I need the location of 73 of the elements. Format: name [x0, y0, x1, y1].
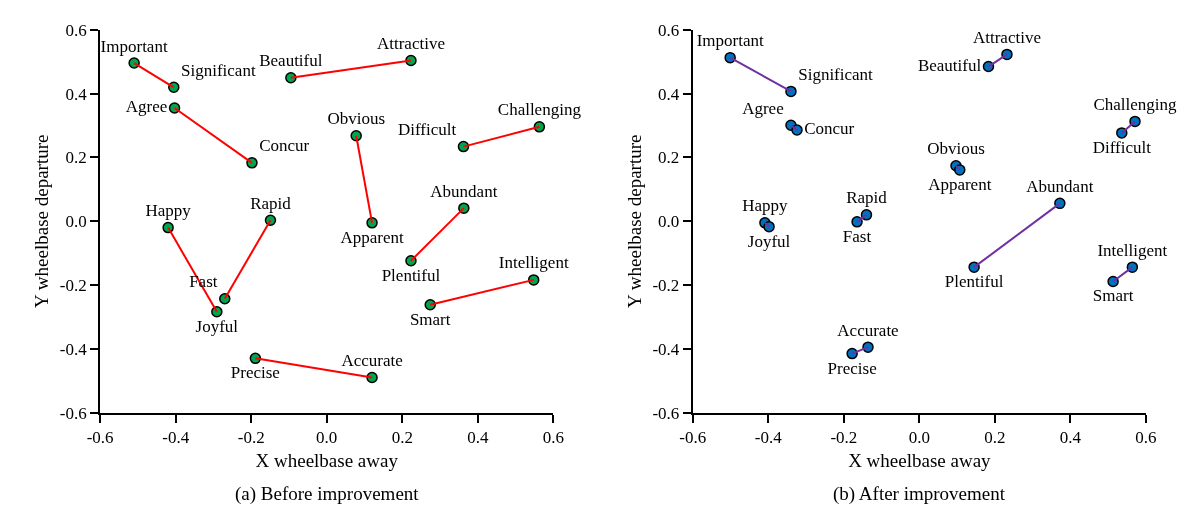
y-tick-label: 0.6	[65, 20, 87, 40]
text: (b) After improvement	[833, 483, 1006, 505]
x-tick-label: 0.2	[391, 427, 413, 447]
x-tick-label: 0.0	[316, 427, 338, 447]
data-label: Plentiful	[381, 265, 441, 285]
x-tick-label: 0.6	[542, 427, 564, 447]
data-label: Obvious	[927, 139, 985, 159]
data-label: Smart	[1092, 286, 1134, 306]
data-label: Difficult	[1092, 137, 1152, 157]
data-label: Fast	[842, 226, 872, 246]
y-tick-label: 0.4	[65, 84, 88, 104]
data-label: Precise	[230, 363, 280, 383]
data-label: Rapid	[846, 188, 888, 208]
y-tick-label: -0.4	[652, 339, 680, 359]
y-tick-label: 0.2	[65, 148, 87, 168]
data-label: Challenging	[497, 100, 582, 120]
y-tick-label: 0.2	[658, 148, 680, 168]
data-label: Joyful	[195, 316, 239, 336]
x-tick-label: 0.6	[1135, 427, 1157, 447]
data-label: Plentiful	[944, 272, 1004, 292]
y-tick-label: -0.2	[652, 275, 680, 295]
data-label: Beautiful	[259, 51, 323, 71]
data-label: Attractive	[376, 34, 445, 53]
data-label: Significant	[798, 64, 874, 84]
x-tick-label: 0.4	[1059, 427, 1082, 447]
y-axis-title: Y wheelbase departure	[623, 134, 645, 308]
y-axis-title: Y wheelbase departure	[31, 134, 53, 308]
data-label: Obvious	[327, 109, 386, 129]
x-tick-label: 0.4	[467, 427, 489, 447]
data-label: Beautiful	[917, 55, 982, 75]
data-label: Significant	[181, 60, 256, 80]
y-tick-label: 0.0	[658, 212, 680, 232]
data-label: Important	[100, 36, 168, 56]
x-axis-title: X wheelbase away	[255, 450, 399, 472]
data-label: Abundant	[430, 181, 498, 201]
x-tick-label: -0.2	[830, 427, 858, 447]
data-label: Agree	[742, 98, 784, 118]
data-label: Abundant	[1026, 176, 1094, 196]
y-tick-label: -0.6	[652, 403, 680, 423]
data-label: Agree	[125, 97, 168, 117]
data-label: Intelligent	[498, 253, 569, 273]
y-tick-label: -0.6	[59, 403, 87, 423]
data-label: Important	[696, 31, 764, 51]
data-label: Accurate	[341, 350, 403, 370]
data-label: Intelligent	[1097, 240, 1168, 260]
data-label: Accurate	[837, 320, 899, 340]
data-label: Precise	[827, 358, 877, 378]
data-label: Concur	[259, 136, 310, 156]
data-label: Apparent	[340, 227, 404, 247]
data-label: Rapid	[250, 193, 292, 213]
x-tick-label: 0.0	[908, 427, 930, 447]
x-tick-label: -0.6	[86, 427, 114, 447]
y-tick-label: 0.4	[658, 84, 680, 104]
data-label: Smart	[409, 309, 451, 329]
x-tick-label: -0.4	[754, 427, 783, 447]
y-tick-label: 0.6	[658, 20, 680, 40]
data-label: Challenging	[1093, 94, 1178, 114]
text: (a) Before improvement	[235, 483, 420, 505]
x-tick-label: -0.2	[237, 427, 265, 447]
data-label: Joyful	[747, 231, 791, 251]
x-tick-label: -0.4	[162, 427, 190, 447]
data-label: Apparent	[928, 174, 992, 194]
data-label: Happy	[742, 196, 789, 216]
y-tick-label: -0.4	[59, 339, 88, 359]
x-tick-label: -0.6	[679, 427, 707, 447]
data-label: Attractive	[972, 27, 1041, 47]
data-label: Difficult	[397, 120, 457, 140]
x-tick-label: 0.2	[984, 427, 1006, 447]
data-label: Happy	[145, 201, 192, 221]
data-label: Concur	[804, 119, 855, 139]
x-axis-title: X wheelbase away	[848, 450, 992, 472]
y-tick-label: -0.2	[59, 275, 87, 295]
y-tick-label: 0.0	[65, 212, 87, 232]
